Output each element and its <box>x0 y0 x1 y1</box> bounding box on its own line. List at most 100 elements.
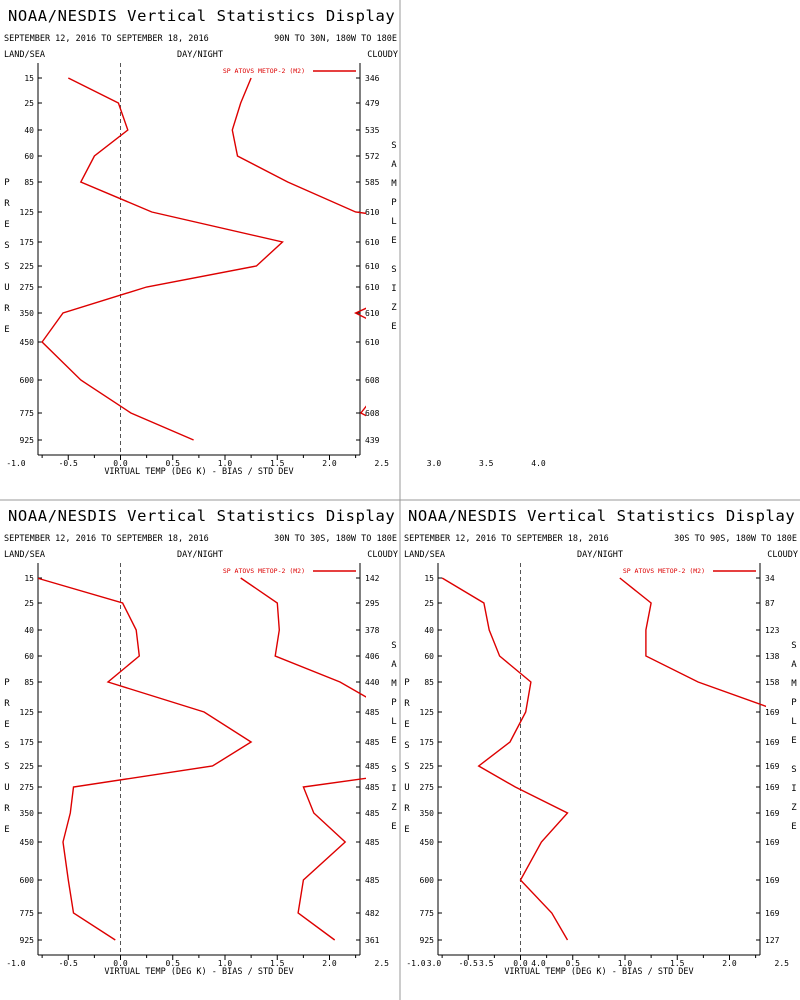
pressure-tick-label: 125 <box>20 708 35 717</box>
y-axis-label-letter: R <box>4 199 10 209</box>
legend-label: SP ATOVS METOP-2 (M2) <box>223 67 305 75</box>
right-axis-label-letter: S <box>791 641 796 651</box>
sample-size-label: 169 <box>765 909 780 918</box>
pressure-tick-label: 40 <box>24 626 34 635</box>
right-axis-label-letter: S <box>791 765 796 775</box>
sample-size-label: 34 <box>765 574 775 583</box>
sample-size-label: 479 <box>365 99 380 108</box>
date-range: SEPTEMBER 12, 2016 TO SEPTEMBER 18, 2016 <box>404 534 609 544</box>
right-axis-label-letter: S <box>391 641 396 651</box>
x-tick-label: 2.5 <box>375 459 390 468</box>
sample-size-label: 608 <box>365 409 380 418</box>
x-tick-label: 1.0 <box>618 959 633 968</box>
legend-label: SP ATOVS METOP-2 (M2) <box>223 567 305 575</box>
sample-size-label: 535 <box>365 126 380 135</box>
x-tick-label: 3.0 <box>427 459 442 468</box>
y-axis-label-letter: P <box>404 678 410 688</box>
top-label-cloudy: CLOUDY <box>367 550 398 560</box>
y-axis-label-letter: S <box>4 762 9 772</box>
display-title: NOAA/NESDIS Vertical Statistics Display <box>408 507 795 525</box>
right-axis-label-letter: Z <box>791 803 797 813</box>
pressure-tick-label: 175 <box>20 238 35 247</box>
x-tick-label: 1.0 <box>218 459 233 468</box>
pressure-tick-label: 225 <box>20 262 35 271</box>
stddev-series-line <box>240 577 366 941</box>
sample-size-label: 610 <box>365 283 380 292</box>
sample-size-label: 158 <box>765 678 780 687</box>
x-tick-label: 1.5 <box>270 459 285 468</box>
sample-size-label: 610 <box>365 208 380 217</box>
y-axis-label-letter: U <box>4 783 9 793</box>
y-axis-label-letter: E <box>404 825 409 835</box>
x-tick-label: -0.5 <box>459 959 478 968</box>
right-axis-label-letter: M <box>391 679 397 689</box>
x-tick-label: 0.5 <box>166 959 181 968</box>
right-axis-label-letter: S <box>391 141 396 151</box>
top-label-cloudy: CLOUDY <box>367 50 398 60</box>
chart-panel-3: NOAA/NESDIS Vertical Statistics Display S… <box>404 507 798 977</box>
pressure-tick-label: 125 <box>420 708 435 717</box>
x-tick-label: 2.0 <box>722 959 737 968</box>
top-label-day-night: DAY/NIGHT <box>177 550 223 560</box>
right-axis-label-letter: E <box>791 822 796 832</box>
pressure-tick-label: 25 <box>24 599 34 608</box>
sample-size-label: 346 <box>365 74 380 83</box>
pressure-tick-label: 600 <box>20 376 35 385</box>
x-tick-label: 3.5 <box>479 959 494 968</box>
x-tick-label: -0.5 <box>59 459 78 468</box>
right-axis-label-letter: S <box>391 765 396 775</box>
right-axis-label-letter: E <box>791 736 796 746</box>
pressure-tick-label: 60 <box>424 652 434 661</box>
stddev-series-line <box>619 577 766 708</box>
sample-size-label: 169 <box>765 838 780 847</box>
display-title: NOAA/NESDIS Vertical Statistics Display <box>8 7 395 25</box>
pressure-tick-label: 15 <box>24 74 34 83</box>
sample-size-label: 610 <box>365 338 380 347</box>
pressure-tick-label: 600 <box>420 876 435 885</box>
right-axis-label-letter: L <box>791 717 796 727</box>
x-tick-label: 4.0 <box>531 459 546 468</box>
bias-series-line <box>38 577 253 941</box>
y-axis-label-letter: E <box>4 720 9 730</box>
right-axis-label-letter: I <box>791 784 796 794</box>
sample-size-label: 485 <box>365 762 380 771</box>
pressure-tick-label: 775 <box>20 909 35 918</box>
sample-size-label: 378 <box>365 626 380 635</box>
sample-size-label: 169 <box>765 783 780 792</box>
x-tick-label: 1.5 <box>670 959 685 968</box>
x-tick-label: 2.5 <box>775 959 790 968</box>
display-title: NOAA/NESDIS Vertical Statistics Display <box>8 507 395 525</box>
pressure-tick-label: 85 <box>24 178 34 187</box>
region-label: 30N TO 30S, 180W TO 180E <box>274 534 397 544</box>
x-tick-label: 0.5 <box>566 959 581 968</box>
x-axis-label: VIRTUAL TEMP (DEG K) - BIAS / STD DEV <box>104 967 293 977</box>
y-axis-label-letter: S <box>404 762 409 772</box>
pressure-tick-label: 60 <box>24 652 34 661</box>
bias-series-line <box>41 77 284 441</box>
pressure-tick-label: 275 <box>20 783 35 792</box>
x-tick-label: 0.0 <box>113 959 128 968</box>
pressure-tick-label: 60 <box>24 152 34 161</box>
y-axis-label-letter: P <box>4 178 10 188</box>
sample-size-label: 169 <box>765 876 780 885</box>
pressure-tick-label: 40 <box>24 126 34 135</box>
sample-size-label: 123 <box>765 626 780 635</box>
date-range: SEPTEMBER 12, 2016 TO SEPTEMBER 18, 2016 <box>4 534 209 544</box>
top-label-land-sea: LAND/SEA <box>4 550 45 560</box>
pressure-tick-label: 450 <box>420 838 435 847</box>
x-tick-label: 3.5 <box>479 459 494 468</box>
pressure-tick-label: 275 <box>420 783 435 792</box>
right-axis-label-letter: A <box>791 660 797 670</box>
y-axis-label-letter: S <box>404 741 409 751</box>
x-tick-label: 2.5 <box>375 959 390 968</box>
x-tick-label: -1.0 <box>6 459 25 468</box>
pressure-tick-label: 175 <box>420 738 435 747</box>
x-tick-label: 4.0 <box>531 959 546 968</box>
sample-size-label: 485 <box>365 809 380 818</box>
pressure-tick-label: 85 <box>24 678 34 687</box>
sample-size-label: 138 <box>765 652 780 661</box>
pressure-tick-label: 775 <box>20 409 35 418</box>
x-axis-label: VIRTUAL TEMP (DEG K) - BIAS / STD DEV <box>104 467 293 477</box>
sample-size-label: 361 <box>365 936 380 945</box>
x-tick-label: 1.0 <box>218 959 233 968</box>
